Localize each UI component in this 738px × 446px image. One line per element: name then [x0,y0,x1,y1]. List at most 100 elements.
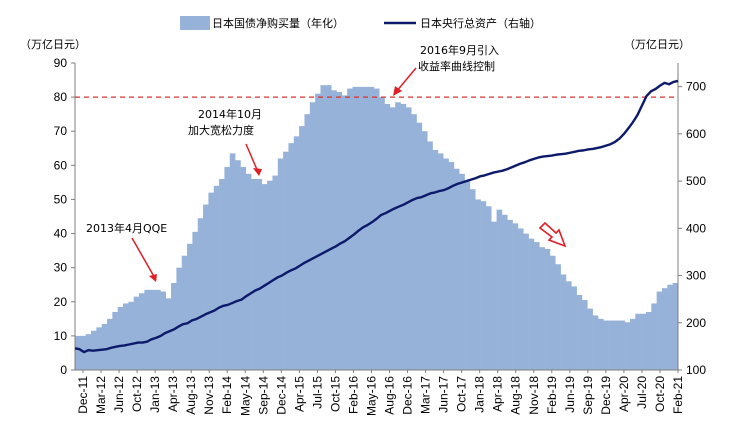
x-tick-label: Dec-11 [76,376,90,414]
bar [635,313,641,370]
right-tick-label: 200 [686,316,706,330]
annotation-ycc-line2: 收益率曲线控制 [418,59,495,73]
bar [245,173,252,370]
bar [165,298,172,370]
bar [96,327,102,370]
bar [208,192,215,370]
bar [256,178,263,370]
bar [347,88,353,370]
left-axis-unit-label: （万亿日元） [20,38,86,51]
bar [587,308,593,370]
bar [235,160,241,370]
bar [203,204,209,370]
bar [464,180,471,370]
right-tick-label: 600 [686,127,706,141]
bar [421,131,428,370]
bar [565,281,572,370]
x-tick-label: Apr-18 [491,376,505,412]
bar [267,180,273,370]
annotation-qqe-arrowhead [149,274,157,282]
x-axis-ticks: Dec-11 Mar-12 Jun-12 Oct-12 Jan-13 Apr-13 Aug-… [76,370,685,416]
bar [112,312,118,370]
annotation-2014-arrowhead [253,168,262,176]
bar [672,283,679,370]
x-tick-label: Aug-13 [184,376,198,415]
bar [187,243,193,370]
bar [539,247,545,370]
line-series-path [74,79,679,354]
x-tick-label: May-14 [238,376,252,416]
downtrend-arrow-icon [538,221,567,248]
bar [389,107,396,370]
bar [549,255,556,370]
bar [336,91,343,371]
bar [149,289,156,370]
bar [661,288,668,370]
bar [448,161,455,370]
bar [571,286,577,370]
x-tick-label: Dec-19 [599,376,613,415]
bar [192,231,199,370]
bar [475,199,481,370]
bar [272,175,279,370]
bar [373,88,380,370]
x-tick-label: Mar-12 [94,376,108,414]
bar [528,238,535,370]
x-tick-label: Sep-14 [256,376,270,415]
bar [379,97,385,371]
bar [384,103,391,371]
bar [496,209,503,370]
bar [155,289,161,370]
annotation-qqe: 2013年4月QQE [86,221,167,235]
bar [139,293,145,370]
bar [432,149,439,370]
left-tick-label: 50 [54,192,68,206]
left-tick-label: 80 [54,90,68,104]
bar [144,289,151,370]
right-axis-ticks: 100 200 300 400 500 600 700 [678,80,706,377]
bar [603,320,609,370]
x-tick-label: Dec-14 [274,376,288,415]
x-tick-label: Oct-17 [455,376,469,412]
bar-series [75,85,679,371]
bar [213,185,220,370]
left-tick-label: 10 [54,329,68,343]
right-tick-label: 700 [686,80,706,94]
bar [133,296,140,370]
bar [107,318,113,370]
bar [533,242,540,370]
left-tick-label: 90 [54,56,68,70]
bar [240,167,247,370]
bar [171,283,177,370]
left-tick-label: 40 [54,227,68,241]
bar [123,303,129,370]
bar [117,306,124,370]
x-tick-label: Sep-19 [581,376,595,415]
bar [315,93,321,370]
bar [309,102,316,370]
bar [651,303,657,370]
bar [341,95,348,370]
left-tick-label: 0 [60,363,67,377]
bar [416,122,423,370]
bar [501,214,508,370]
bar [491,221,497,370]
bar [411,114,417,370]
right-tick-label: 300 [686,269,706,283]
x-tick-label: Apr-15 [292,376,306,412]
x-tick-label: Feb-16 [346,376,360,414]
bar [517,228,524,370]
right-tick-label: 100 [686,363,706,377]
bar [101,323,108,370]
bar [363,86,369,370]
bar [304,114,311,370]
bar [576,294,583,370]
bar [176,267,183,370]
x-tick-label: Jan-13 [148,376,162,413]
x-tick-label: Nov-18 [527,376,541,415]
legend-line-label: 日本央行总资产（右轴） [420,16,541,30]
x-tick-label: Feb-14 [220,376,234,414]
bar [624,322,631,370]
bar [507,219,513,370]
